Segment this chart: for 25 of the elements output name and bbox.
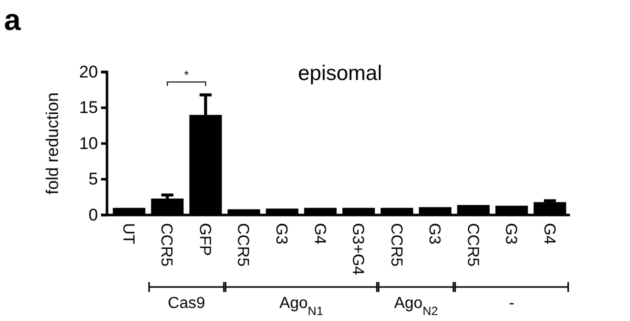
- x-tick-label: CCR5: [464, 223, 481, 267]
- text: Cas9: [168, 295, 206, 312]
- x-tick-label: G4: [310, 223, 328, 244]
- x-tick-label: UT: [119, 223, 136, 245]
- x-tick-label: G3: [502, 223, 520, 244]
- x-tick-label: G3+G4: [349, 223, 366, 276]
- annotation: *: [184, 68, 190, 82]
- text: Ago$_{N1}$: [279, 295, 324, 318]
- y-tick-label: 20: [79, 62, 98, 82]
- y-tick-label: 10: [79, 134, 98, 153]
- chart-title: episomal: [298, 62, 382, 85]
- x-tick-label: CCR5: [158, 223, 175, 267]
- x-tick-label: G3: [272, 223, 290, 244]
- y-tick-label: 0: [88, 205, 98, 224]
- text: Ago$_{N2}$: [394, 295, 438, 318]
- y-axis-title: fold reduction: [43, 92, 62, 195]
- x-tick-label: GFP: [196, 223, 213, 256]
- y-tick-label: 5: [88, 170, 98, 189]
- x-tick-label: CCR5: [387, 223, 404, 267]
- x-tick-label: G4: [540, 223, 558, 244]
- text: a: [4, 4, 21, 37]
- x-tick-label: CCR5: [234, 223, 252, 267]
- text: -: [508, 295, 514, 312]
- x-tick-label: G3: [426, 223, 443, 244]
- y-tick-label: 15: [79, 98, 98, 118]
